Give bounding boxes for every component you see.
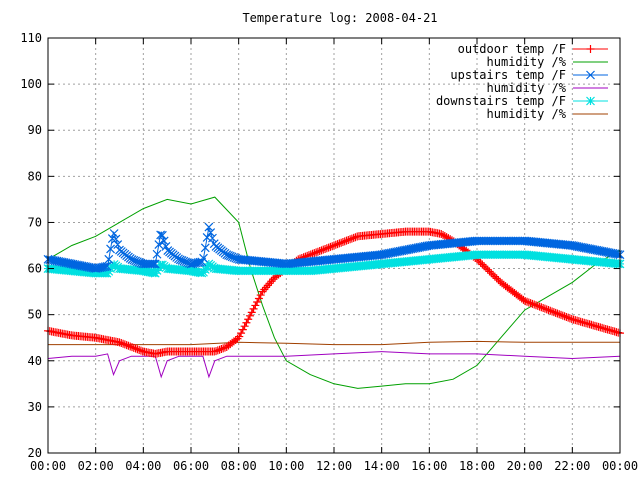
x-tick-label: 18:00 [459,459,495,473]
series-line [48,340,620,346]
chart-title: Temperature log: 2008-04-21 [242,11,437,25]
y-tick-label: 30 [28,400,42,414]
legend-label: upstairs temp /F [450,68,566,82]
y-tick-label: 80 [28,169,42,183]
legend-label: humidity /% [487,81,567,95]
legend-label: downstairs temp /F [436,94,566,108]
legend-label: humidity /% [487,107,567,121]
x-tick-label: 02:00 [78,459,114,473]
x-tick-label: 04:00 [125,459,161,473]
legend-marker [586,45,595,53]
series-5-group [48,340,620,346]
series-3-group [47,351,621,379]
y-axis-ticks: 20 30 40 50 60 70 80 90 100 110 [20,31,620,460]
x-tick-label: 08:00 [221,459,257,473]
y-tick-label: 100 [20,77,42,91]
series-line [47,196,621,389]
x-tick-label: 10:00 [268,459,304,473]
x-tick-label: 22:00 [554,459,590,473]
y-tick-label: 20 [28,446,42,460]
y-tick-label: 40 [28,354,42,368]
y-tick-label: 110 [20,31,42,45]
x-tick-label: 20:00 [507,459,543,473]
y-tick-label: 70 [28,215,42,229]
legend-label: outdoor temp /F [458,42,566,56]
y-tick-label: 60 [28,262,42,276]
x-tick-label: 14:00 [364,459,400,473]
x-tick-label: 06:00 [173,459,209,473]
y-tick-label: 90 [28,123,42,137]
legend-marker [586,70,595,80]
series-line [47,351,621,379]
x-tick-label: 16:00 [411,459,447,473]
legend-label: humidity /% [487,55,567,69]
legend-marker [586,96,595,106]
x-tick-label: 00:00 [602,459,638,473]
series-1-group [47,196,621,389]
x-axis-ticks: 00:00 02:00 04:00 06:00 08:00 10:00 12:00 14:00… [30,38,638,473]
y-tick-label: 50 [28,308,42,322]
x-tick-label: 12:00 [316,459,352,473]
x-tick-label: 00:00 [30,459,66,473]
